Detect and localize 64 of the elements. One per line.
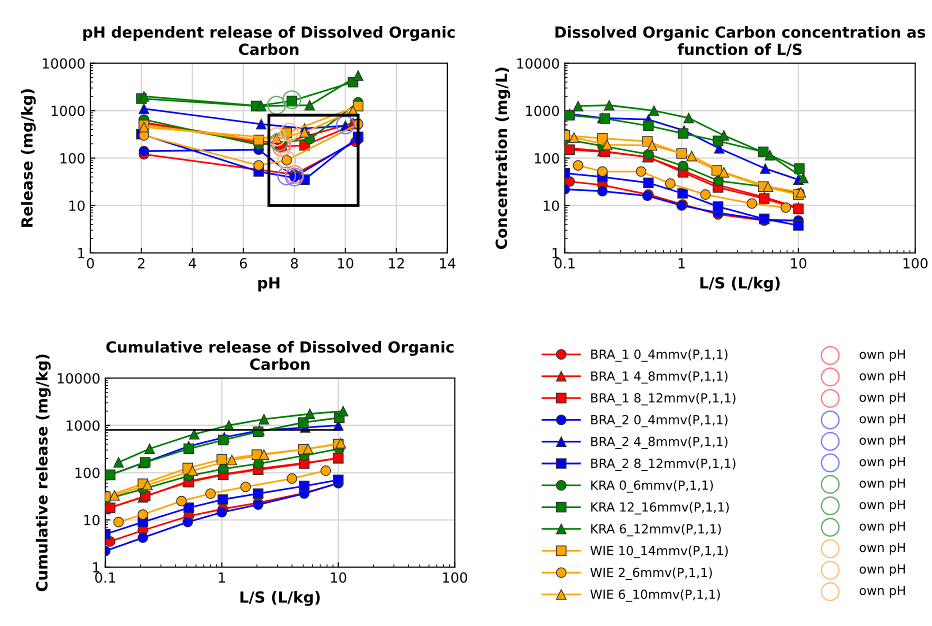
x-tick-label: 0.1 — [554, 258, 575, 269]
x-tick-label: 6 — [240, 258, 247, 269]
chart-title: Dissolved Organic Carbon concentration as function of L/S — [555, 26, 926, 56]
legend-label: KRA 0_6mmv(P,1,1) — [591, 480, 713, 493]
y-tick-label: 10 — [69, 200, 85, 211]
x-tick-label: 10 — [331, 572, 346, 583]
legend-label: BRA_2 0_4mmv(P,1,1) — [591, 414, 728, 428]
legend-label: WIE 10_14mmv(P,1,1) — [590, 546, 728, 558]
legend-label: own pH — [860, 436, 905, 448]
legend-label: BRA_2 8_12mmv(P,1,1) — [591, 458, 736, 471]
x-tick-label: 1 — [218, 572, 225, 583]
legend-label: KRA 6_12mmv(P,1,1) — [591, 524, 721, 536]
legend-label: BRA_2 4_8mmv(P,1,1) — [591, 436, 728, 450]
legend-label: own pH — [860, 457, 905, 469]
y-axis-title: Concentration (mg/L) — [495, 68, 510, 249]
legend-label: own pH — [860, 371, 905, 383]
legend-label: WIE 2_6mmv(P,1,1) — [590, 568, 712, 580]
y-tick-label: 100 — [75, 468, 100, 478]
legend-label: own pH — [860, 500, 905, 512]
legend-label: own pH — [860, 564, 905, 576]
y-tick-label: 1 — [552, 248, 559, 258]
y-tick-label: 10 — [84, 514, 100, 526]
x-tick-label: 1 — [678, 258, 685, 268]
y-axis-title: Cumulative release (mg/kg) — [36, 354, 51, 592]
x-tick-label: 0 — [86, 258, 94, 269]
x-tick-label: 100 — [903, 258, 928, 269]
y-tick-label: 1000 — [52, 106, 85, 116]
legend-label: BRA_1 0_4mmv(P,1,1) — [591, 349, 728, 362]
x-tick-label: 12 — [389, 258, 404, 268]
x-axis-title: L/S (L/kg) — [240, 591, 320, 606]
legend-label: own pH — [860, 350, 905, 362]
x-tick-label: 8 — [290, 258, 298, 269]
legend-label: own pH — [860, 586, 905, 598]
x-axis-title: L/S (L/kg) — [700, 276, 780, 292]
legend-label: BRA_1 8_12mmv(P,1,1) — [591, 392, 736, 406]
legend-label: KRA 12_16mmv(P,1,1) — [591, 502, 729, 514]
y-tick-label: 1000 — [66, 420, 100, 431]
legend-label: BRA_1 4_8mmv(P,1,1) — [591, 371, 728, 384]
legend-label: own pH — [860, 392, 905, 404]
y-tick-label: 10000 — [58, 373, 100, 384]
chart-title: pH dependent release of Dissolved Organic Carbon — [83, 26, 455, 56]
x-tick-label: 4 — [188, 258, 196, 268]
y-tick-label: 1 — [78, 248, 84, 258]
x-tick-label: 10 — [338, 258, 354, 269]
x-tick-label: 0.1 — [95, 572, 116, 583]
legend-label: own pH — [860, 414, 905, 426]
legend-label: own pH — [860, 478, 905, 490]
x-axis-title: pH — [258, 277, 280, 292]
y-tick-label: 1 — [93, 562, 100, 572]
y-tick-label: 10000 — [42, 58, 85, 69]
x-tick-label: 14 — [440, 258, 456, 268]
legend-label: WIE 6_10mmv(P,1,1) — [590, 589, 720, 602]
chart-title: Cumulative release of Dissolved Organic Carbon — [106, 340, 454, 370]
y-tick-label: 100 — [60, 153, 85, 164]
x-tick-label: 100 — [443, 572, 468, 583]
x-tick-label: 10 — [791, 258, 806, 269]
y-tick-label: 10000 — [517, 58, 560, 69]
legend-label: own pH — [860, 542, 905, 555]
legend-label: own pH — [860, 521, 905, 534]
y-tick-label: 100 — [534, 153, 560, 164]
y-tick-label: 1000 — [526, 106, 560, 116]
y-axis-title: Release (mg/kg) — [20, 89, 36, 227]
x-tick-label: 2 — [138, 258, 144, 268]
y-tick-label: 10 — [544, 200, 560, 211]
